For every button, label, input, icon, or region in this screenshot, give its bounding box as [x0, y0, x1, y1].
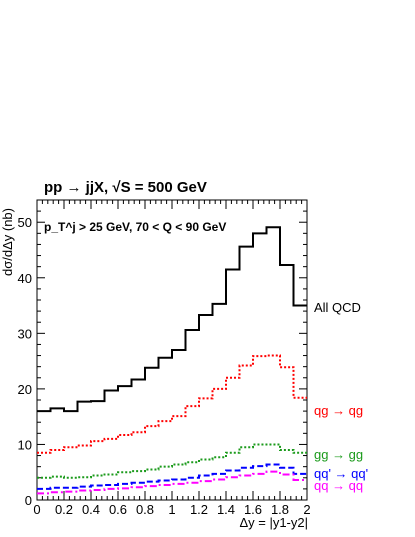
- x-tick-label: 1.4: [217, 502, 235, 517]
- x-tick-label: 2: [303, 502, 310, 517]
- x-tick-label: 1.2: [190, 502, 208, 517]
- x-tick-label: 0: [33, 502, 40, 517]
- x-tick-label: 0.2: [55, 502, 73, 517]
- chart-title: pp → jjX, √S = 500 GeV: [44, 179, 207, 196]
- legend-label-4: qq → qq: [314, 478, 363, 493]
- plot-area: 0 0.2 0.4 0.6 0.8 1 1.2 1.4 1.6 1.8 201020304050Al…: [18, 199, 368, 517]
- y-tick-label: 10: [18, 437, 32, 452]
- x-tick-label: 1: [168, 502, 175, 517]
- x-tick-label: 0.4: [82, 502, 100, 517]
- y-tick-label: 30: [18, 326, 32, 341]
- legend-label-1: qg → qg: [314, 403, 363, 418]
- legend-label-2: gg → gg: [314, 447, 363, 462]
- y-tick-label: 50: [18, 215, 32, 230]
- x-axis-label: Δy = |y1-y2|: [239, 515, 308, 530]
- x-tick-label: 1.8: [271, 502, 289, 517]
- series-line-4: [37, 470, 307, 495]
- x-tick-label: 1.6: [244, 502, 262, 517]
- y-tick-label: 20: [18, 382, 32, 397]
- y-axis-label: dσ/dΔy (nb): [0, 208, 15, 276]
- x-tick-label: 0.6: [109, 502, 127, 517]
- legend-label-0: All QCD: [314, 300, 361, 315]
- y-tick-label: 40: [18, 271, 32, 286]
- legend-label-3: qq' → qq': [314, 466, 368, 481]
- series-line-3: [37, 463, 307, 490]
- series-line-1: [37, 354, 307, 454]
- series-line-2: [37, 443, 307, 479]
- x-tick-label: 0.8: [136, 502, 154, 517]
- chart-subtitle: p_T^j > 25 GeV, 70 < Q < 90 GeV: [44, 220, 226, 234]
- y-tick-label: 0: [25, 493, 32, 508]
- series-line-0: [37, 226, 307, 413]
